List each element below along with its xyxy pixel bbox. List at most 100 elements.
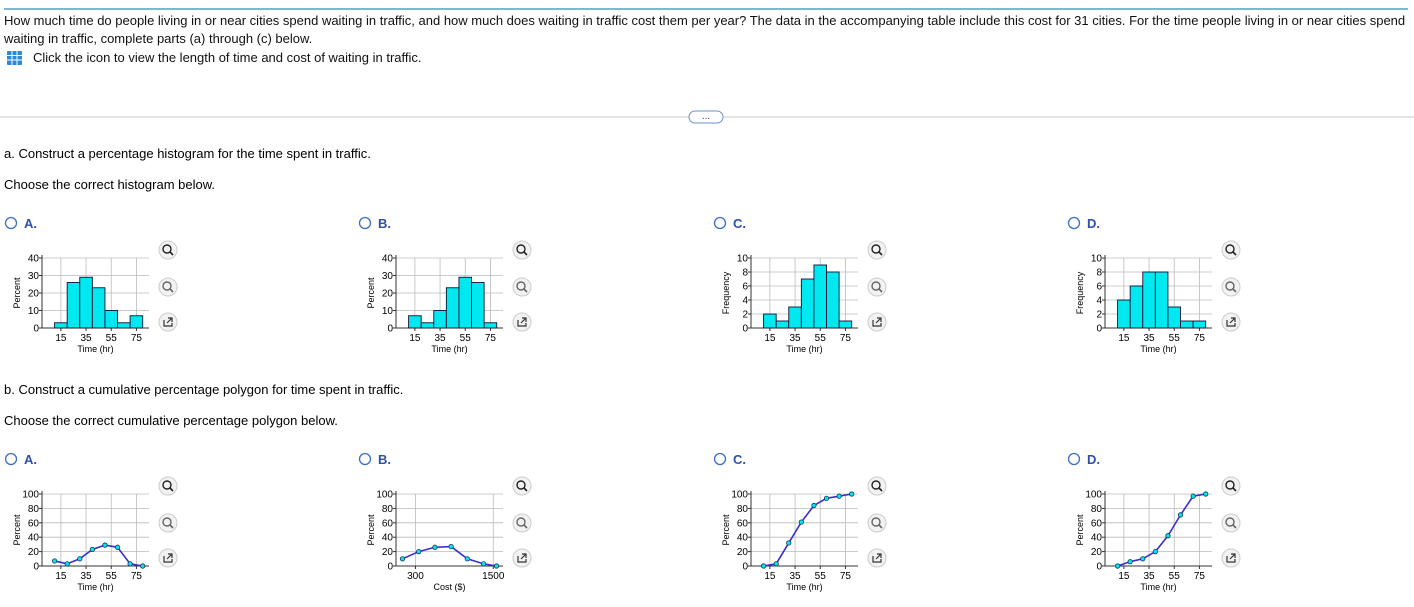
y-tick-label: 40 [28,533,40,544]
option-label: C. [733,216,746,231]
y-tick-label: 40 [382,254,394,265]
bar [433,310,447,329]
magnifier-handle [878,524,883,529]
x-tick-label: 35 [80,333,92,344]
y-axis-label: Percent [1075,514,1085,546]
zoom-out-button[interactable] [1221,513,1241,533]
option-label: A. [24,216,37,231]
radio-button[interactable] [4,452,18,466]
button-bg [1221,513,1241,533]
magnifier-handle [169,288,174,293]
popout-button[interactable] [867,548,887,568]
radio-button[interactable] [358,216,372,230]
point [1114,563,1121,569]
bar [1117,299,1131,329]
bar [763,313,777,329]
point [480,561,487,567]
zoom-out-button[interactable] [512,277,532,297]
y-axis-label: Percent [12,277,22,309]
bar [1129,285,1144,329]
y-tick-label: 100 [1085,490,1102,501]
zoom-in-button[interactable] [867,476,887,496]
popout-button[interactable] [512,548,532,568]
y-tick-label: 0 [33,562,39,573]
expand-button[interactable]: ... [688,110,724,124]
x-axis-label: Cost ($) [433,582,465,592]
zoom-in-button[interactable] [512,240,532,260]
x-tick-label: 35 [1143,333,1155,344]
button-bg [158,513,178,533]
zoom-out-button[interactable] [1221,277,1241,297]
magnifier [871,281,881,291]
zoom-in-button[interactable] [867,240,887,260]
part-instruction: Choose the correct histogram below. [4,177,215,192]
zoom-out-button[interactable] [158,277,178,297]
zoom-in-button[interactable] [1221,240,1241,260]
y-axis-label: Percent [12,514,22,546]
radio-button[interactable] [1067,216,1081,230]
zoom-out-button[interactable] [867,277,887,297]
magnifier [871,480,881,490]
y-tick-label: 20 [1091,547,1103,558]
point [399,556,406,562]
point [493,563,500,569]
x-tick-label: 35 [80,571,92,582]
radio-button[interactable] [358,452,372,466]
chart: 0 10 20 30 40 15 35 55 75 Percent Time (hr) [366,254,503,354]
magnifier [162,480,172,490]
x-tick-label: 75 [840,333,852,344]
radio-button[interactable] [1067,452,1081,466]
magnifier [871,517,881,527]
zoom-out-button[interactable] [158,513,178,533]
magnifier-handle [169,487,174,492]
y-tick-label: 40 [28,254,40,265]
popout-button[interactable] [1221,312,1241,332]
point [836,493,842,499]
popout-button[interactable] [158,548,178,568]
point [811,502,817,509]
table-icon[interactable] [7,51,22,65]
x-axis-label: Time (hr) [1140,582,1176,592]
zoom-out-button[interactable] [512,513,532,533]
x-axis-label: Time (hr) [77,582,113,592]
magnifier [516,244,526,254]
radio-button[interactable] [713,452,727,466]
zoom-in-button[interactable] [1221,476,1241,496]
point [416,548,422,555]
zoom-in-button[interactable] [512,476,532,496]
popout-button[interactable] [867,312,887,332]
zoom-in-button[interactable] [158,476,178,496]
table-link[interactable]: Click the icon to view the length of tim… [33,50,422,65]
chart: 0 10 20 30 40 15 35 55 75 Percent Time (hr) [12,254,149,354]
popout-button[interactable] [512,312,532,332]
button-bg [512,476,532,496]
zoom-in-button[interactable] [158,240,178,260]
x-tick-label: 75 [131,333,143,344]
y-tick-label: 80 [737,504,749,515]
point [89,546,95,553]
zoom-out-button[interactable] [867,513,887,533]
chart: 0 20 40 60 80 100 300 1500 Percent Cost ($) [366,490,505,593]
radio-button[interactable] [713,216,727,230]
popout-icon [163,553,173,563]
svg-text:...: ... [702,111,710,122]
point [432,544,438,550]
popout-button[interactable] [158,312,178,332]
radio-button[interactable] [4,216,18,230]
magnifier-handle [169,524,174,529]
magnifier-handle [523,487,528,492]
point [773,561,779,567]
x-tick-label: 75 [131,571,143,582]
option-label: D. [1087,216,1100,231]
magnifier-handle [1232,487,1237,492]
y-tick-label: 30 [382,271,394,282]
y-tick-label: 100 [376,490,393,501]
bar [1167,306,1181,329]
y-tick-label: 20 [737,547,749,558]
point [464,556,470,562]
bar [54,322,68,329]
y-tick-label: 100 [731,490,748,501]
button-bg [1221,277,1241,297]
popout-button[interactable] [1221,548,1241,568]
